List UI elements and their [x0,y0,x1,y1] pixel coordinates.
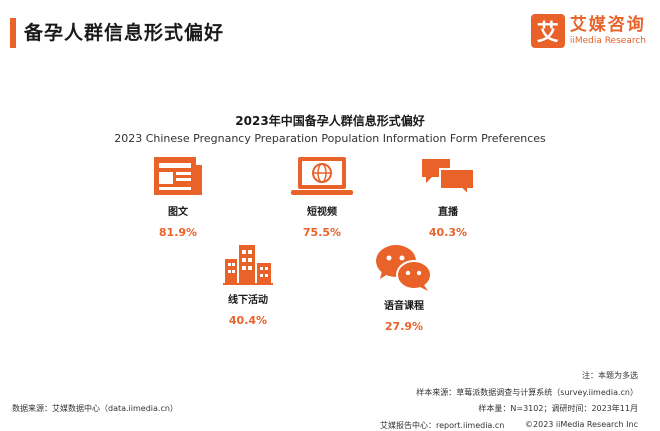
item-label: 短视频 [307,207,337,218]
preference-item-offline-event: 线下活动 40.4% [188,243,308,327]
item-label: 直播 [438,207,458,218]
item-value: 27.9% [384,320,424,333]
wechat-icon [376,245,432,291]
chart-subtitle: 2023 Chinese Pregnancy Preparation Popul… [114,132,546,145]
data-source: 数据来源：艾媒数据中心（data.iimedia.cn） [12,404,178,413]
chart-title: 2023年中国备孕人群信息形式偏好 [235,114,425,128]
preference-item-live-stream: 直播 40.3% [388,155,508,239]
title-accent-bar [10,18,16,48]
item-label: 图文 [168,207,188,218]
item-label: 语音课程 [384,301,424,312]
item-value: 40.3% [428,226,468,239]
sample-source: 样本来源：草莓派数据调查与计算系统（survey.iimedia.cn） [416,388,638,397]
chat-bubbles-icon [422,159,475,197]
laptop-globe-icon [291,157,353,195]
newspaper-icon [154,157,202,195]
footnote-multiple-choice: 注：本题为多选 [582,371,638,380]
item-label: 线下活动 [228,295,268,306]
sample-size: 样本量：N=3102；调研时间：2023年11月 [478,404,638,413]
page-title: 备孕人群信息形式偏好 [24,22,225,44]
iimedia-logo-icon: 艾 [530,14,565,48]
copyright: ©2023 iiMedia Research Inc [525,420,638,429]
brand-name-cn: 艾媒咨询 [569,15,646,35]
preference-item-audio-course: 语音课程 27.9% [344,243,464,333]
buildings-icon [223,245,273,285]
item-value: 81.9% [158,226,198,239]
report-center: 艾媒报告中心：report.iimedia.cn [380,421,505,430]
brand-logo: 艾 艾媒咨询 iiMedia Research [530,14,646,48]
brand-name-en: iiMedia Research [569,36,646,46]
preference-item-short-video: 短视频 75.5% [262,155,382,239]
item-value: 40.4% [228,314,268,327]
item-value: 75.5% [302,226,342,239]
preference-item-graphic-text: 图文 81.9% [118,155,238,239]
